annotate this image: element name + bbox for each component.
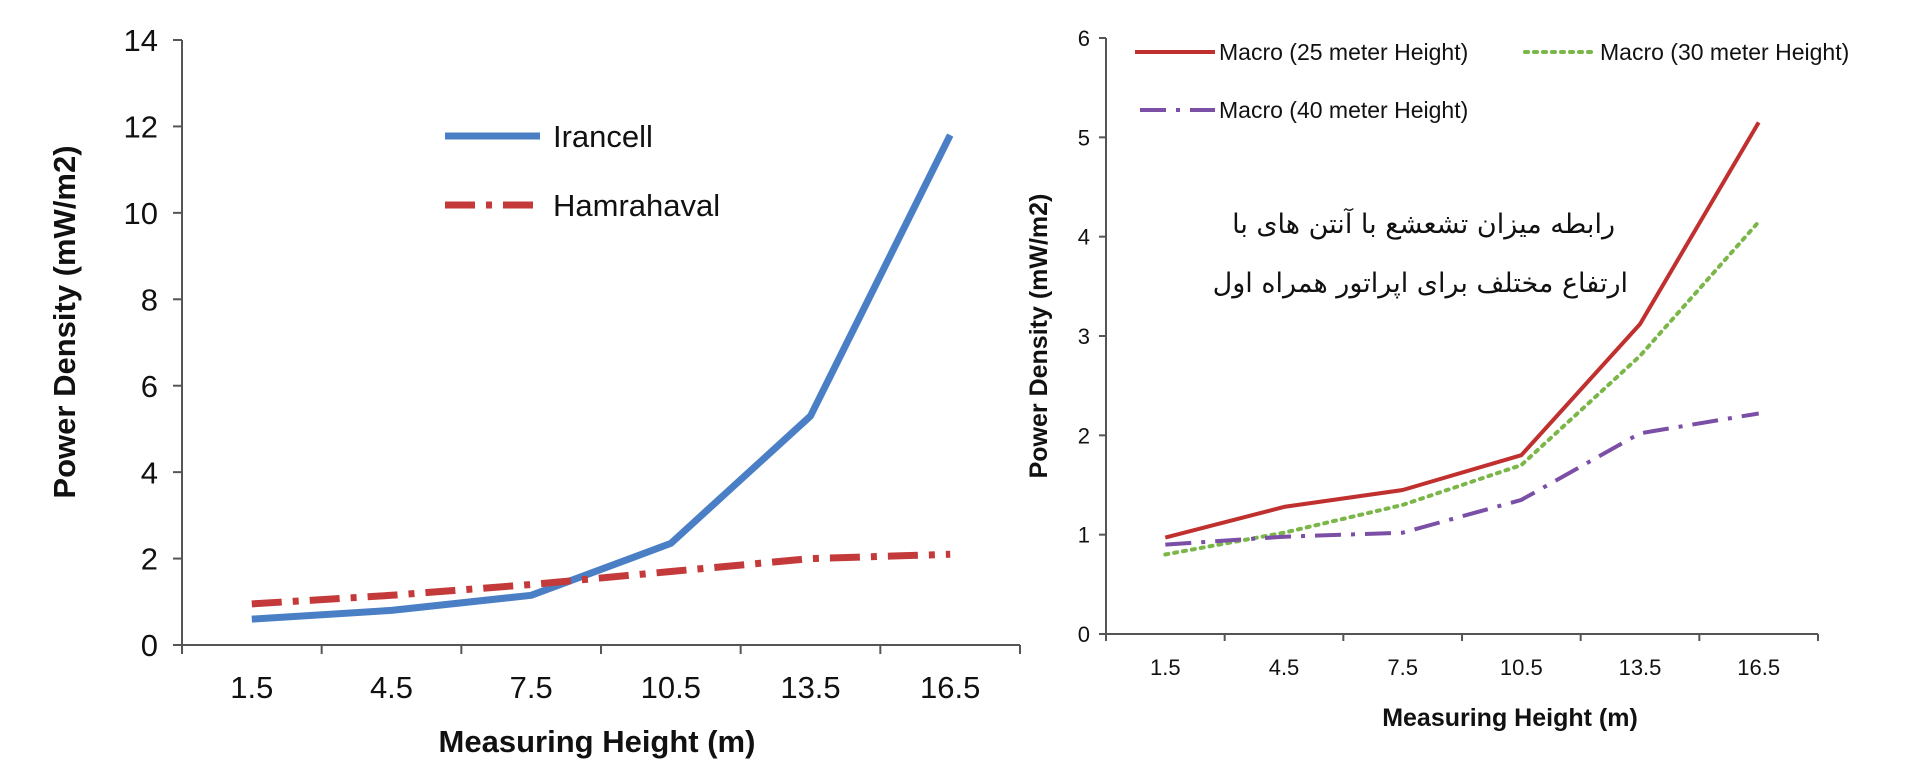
chart2-y-tick-labels: 0 1 2 3 4 5 6 [1078,26,1090,647]
legend-label-macro-40: Macro (40 meter Height) [1219,97,1468,123]
x-tick-label: 13.5 [780,670,840,705]
x-tick-label: 7.5 [1387,655,1418,680]
chart2-y-axis-title: Power Density (mW/m2) [1025,194,1053,479]
chart1-axes [173,39,1021,654]
chart1-y-axis-title: Power Density (mW/m2) [47,145,82,498]
y-tick-label: 10 [124,196,158,231]
series-line-macro-40-meter-height [1165,411,1760,547]
y-tick-label: 8 [141,282,158,317]
annotation-line-1: رابطه میزان تشعشع با آنتن های با [1232,208,1615,240]
legend-label-irancell: Irancell [553,119,653,154]
x-tick-label: 10.5 [641,670,701,705]
y-tick-label: 4 [141,455,158,490]
chart1-x-axis-title: Measuring Height (m) [439,724,756,759]
y-tick-label: 0 [1078,622,1090,647]
chart1-legend: Irancell Hamrahaval [445,119,720,223]
chart2-series [1163,121,1761,557]
x-tick-label: 1.5 [230,670,273,705]
chart-macro-heights: 0 1 2 3 4 5 6 1.5 4.5 7.5 10.5 13.5 16.5 Power Dens… [1025,26,1849,732]
chart1-y-tick-labels: 0 2 4 6 8 10 12 14 [124,23,158,663]
series-line-macro-30-meter-height [1163,219,1761,557]
y-tick-label: 1 [1078,523,1090,548]
series-line-irancell [251,133,954,623]
chart2-annotation: رابطه میزان تشعشع با آنتن های با ارتفاع … [1213,208,1628,299]
y-tick-label: 0 [141,628,158,663]
y-tick-label: 5 [1078,125,1090,150]
legend-label-macro-30: Macro (30 meter Height) [1600,39,1849,65]
chart2-axes [1099,37,1819,641]
x-tick-label: 10.5 [1500,655,1543,680]
chart2-x-tick-labels: 1.5 4.5 7.5 10.5 13.5 16.5 [1150,655,1780,680]
x-tick-label: 4.5 [370,670,413,705]
chart2-x-axis-title: Measuring Height (m) [1382,704,1638,732]
y-tick-label: 6 [1078,26,1090,51]
y-tick-label: 3 [1078,324,1090,349]
x-tick-label: 4.5 [1269,655,1300,680]
y-tick-label: 4 [1078,225,1090,250]
chart-irancell-hamrahaval: 0 2 4 6 8 10 12 14 1.5 4.5 7.5 10.5 13.5 16.5 Power … [47,23,1021,759]
legend-label-hamrahaval: Hamrahaval [553,188,720,223]
chart1-x-tick-labels: 1.5 4.5 7.5 10.5 13.5 16.5 [230,670,980,705]
x-tick-label: 16.5 [920,670,980,705]
chart2-legend: Macro (25 meter Height) Macro (30 meter … [1135,39,1849,123]
y-tick-label: 12 [124,110,158,145]
y-tick-label: 2 [141,542,158,577]
series-line-macro-25-meter-height [1164,121,1761,540]
legend-label-macro-25: Macro (25 meter Height) [1219,39,1468,65]
annotation-line-2: ارتفاع مختلف برای اپراتور همراه اول [1213,268,1628,299]
y-tick-label: 14 [124,23,158,58]
x-tick-label: 7.5 [510,670,553,705]
x-tick-label: 1.5 [1150,655,1181,680]
x-tick-label: 16.5 [1737,655,1780,680]
y-tick-label: 6 [141,369,158,404]
series-line-hamrahaval [251,550,951,608]
y-tick-label: 2 [1078,423,1090,448]
x-tick-label: 13.5 [1619,655,1662,680]
chart1-series [251,133,954,623]
